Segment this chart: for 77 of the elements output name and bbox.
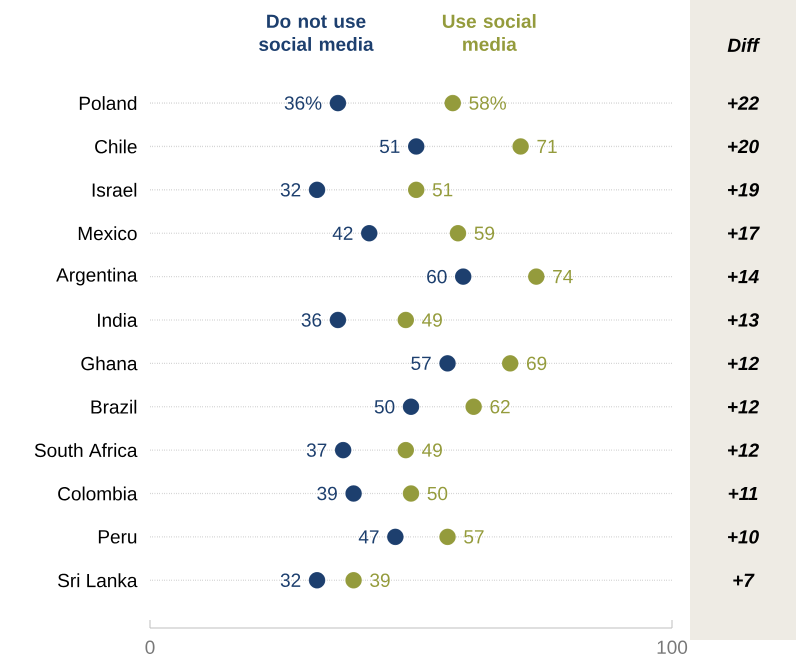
data-label: 74 (553, 270, 573, 284)
y-tick-label: Chile (95, 139, 137, 154)
point (308, 572, 326, 588)
data-label: 39 (370, 574, 390, 588)
point (334, 442, 352, 458)
y-tick-label: Brazil (92, 400, 136, 414)
point (439, 528, 456, 546)
data-label: 49 (422, 443, 442, 457)
data-label: 58% (469, 96, 506, 110)
text: +14 (728, 270, 759, 284)
point (308, 182, 326, 198)
data-label: 57 (464, 530, 484, 544)
y-tick-label: Ghana (81, 356, 138, 370)
data-label: 37 (306, 443, 326, 457)
text: Diff (728, 38, 760, 52)
point (465, 398, 482, 415)
y-tick-label: India (98, 313, 138, 327)
text: +17 (728, 226, 760, 240)
point (502, 355, 518, 372)
y-tick-label: Poland (80, 96, 136, 110)
text: +12 (728, 356, 759, 370)
y-tick-label: Peru (98, 530, 136, 544)
y-tick-label: South Africa (34, 443, 138, 458)
point (330, 312, 346, 328)
data-label: 69 (527, 356, 546, 370)
data-label: 50 (374, 400, 394, 414)
text: +20 (728, 140, 759, 154)
text: +22 (728, 96, 759, 110)
text: Use social media (442, 14, 536, 51)
x-tick-label: 0 (145, 640, 155, 654)
point (402, 398, 420, 415)
point (361, 225, 378, 242)
y-tick-label: Colombia (58, 486, 138, 500)
text: +12 (728, 400, 759, 414)
text: +13 (728, 313, 759, 327)
point (408, 182, 424, 198)
data-label: 57 (411, 356, 431, 370)
data-label: 47 (358, 530, 379, 544)
point (398, 312, 414, 328)
point (512, 138, 529, 155)
y-tick-label: Mexico (78, 226, 137, 240)
data-label: 42 (332, 226, 352, 240)
point (408, 138, 424, 155)
data-label: 39 (317, 486, 337, 500)
data-label: 62 (490, 400, 510, 414)
point (345, 572, 362, 588)
data-label: 36% (284, 96, 322, 110)
data-label: 32 (280, 183, 300, 197)
point (398, 442, 414, 458)
data-label: 32 (280, 574, 300, 588)
point (439, 355, 456, 372)
data-label: 60 (427, 270, 447, 284)
point (450, 225, 466, 242)
y-tick-label: Argentina (56, 268, 138, 286)
point (444, 94, 461, 112)
point (387, 528, 404, 546)
point (528, 268, 544, 285)
data-label: 49 (422, 313, 442, 327)
data-label: 59 (474, 226, 494, 240)
y-tick-label: Sri Lanka (58, 573, 138, 588)
data-label: 36 (302, 313, 322, 327)
data-label: 51 (380, 140, 400, 154)
point (345, 485, 362, 502)
y-tick-label: Israel (92, 182, 136, 197)
text: +11 (728, 486, 758, 500)
data-label: 51 (432, 183, 452, 196)
text: Do not use social media (259, 14, 374, 51)
text: +7 (733, 574, 755, 587)
point (455, 268, 472, 285)
text: +19 (728, 183, 760, 197)
point (402, 485, 420, 502)
x-tick-label: 100 (658, 640, 688, 654)
text: +12 (728, 443, 759, 457)
text: +10 (728, 530, 759, 544)
point (330, 94, 346, 112)
data-label: 50 (428, 486, 448, 500)
data-label: 71 (537, 140, 557, 153)
